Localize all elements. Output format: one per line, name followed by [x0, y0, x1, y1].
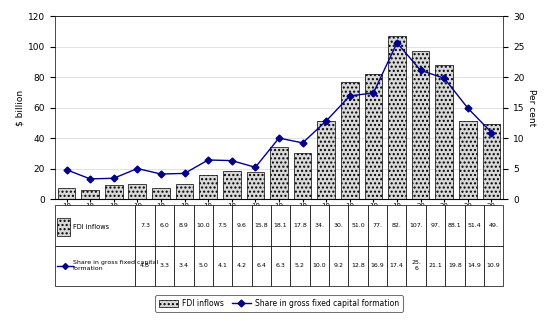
Y-axis label: $ billion: $ billion — [16, 90, 25, 126]
Bar — [341, 82, 359, 199]
Bar — [317, 121, 335, 199]
Legend: FDI inflows, Share in gross fixed capital formation: FDI inflows, Share in gross fixed capita… — [155, 295, 403, 312]
Bar — [247, 172, 264, 199]
Bar — [105, 186, 123, 199]
Text: Share in gross fixed capital
formation: Share in gross fixed capital formation — [73, 260, 158, 271]
Text: FDI inflows: FDI inflows — [73, 224, 109, 230]
Bar — [176, 184, 194, 199]
Bar — [435, 65, 453, 199]
Bar — [152, 187, 170, 199]
Bar — [482, 124, 501, 199]
Bar — [270, 147, 288, 199]
Bar — [364, 74, 382, 199]
Bar — [412, 51, 429, 199]
Bar — [199, 175, 217, 199]
Bar — [129, 184, 146, 199]
Bar — [82, 190, 99, 199]
Bar — [459, 121, 476, 199]
Bar — [57, 188, 75, 199]
Bar — [223, 171, 241, 199]
Bar — [388, 36, 406, 199]
Y-axis label: Per cent: Per cent — [527, 89, 536, 126]
Bar — [57, 218, 71, 236]
Bar — [294, 153, 311, 199]
